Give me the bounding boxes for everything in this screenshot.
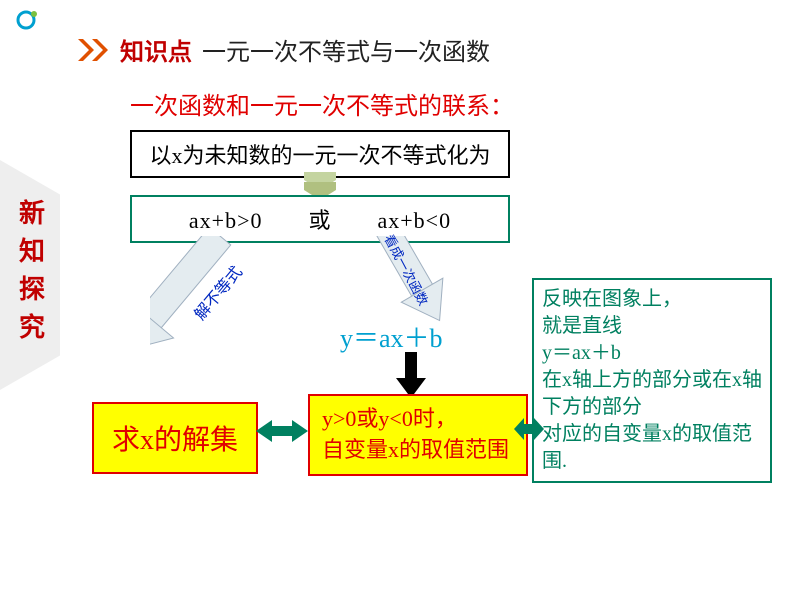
chevron-icon [78,39,114,61]
green-l4: 在x轴上方的部分或在x轴下方的部分 [542,367,762,421]
green-l2: 就是直线 [542,313,762,340]
knowledge-point-title: 一元一次不等式与一次函数 [202,32,490,67]
yellow-box-left: 求x的解集 [92,402,258,474]
box-top: 以x为未知数的一元一次不等式化为 [130,130,510,178]
equation: y＝ax＋b [340,318,443,355]
sidebar-label: 新知探究 [12,199,49,351]
green-l5: 对应的自变量x的取值范围. [542,421,762,475]
sidebar-tab: 新知探究 [0,160,60,390]
yellow-mid-line2: 自变量x的取值范围 [322,435,514,466]
subtitle: 一次函数和一元一次不等式的联系： [130,86,514,121]
arrow-left-down-icon [150,236,290,391]
yellow-mid-line1: y>0或y<0时， [322,404,514,435]
yellow-box-mid: y>0或y<0时， 自变量x的取值范围 [308,394,528,476]
knowledge-point-label: 知识点 [120,32,192,67]
green-box: 反映在图象上， 就是直线 y＝ax＋b 在x轴上方的部分或在x轴下方的部分 对应… [532,278,772,483]
green-l3: y＝ax＋b [542,340,762,367]
double-arrow-left-icon [256,418,308,449]
logo-icon [16,8,40,32]
green-l1: 反映在图象上， [542,286,762,313]
header: 知识点 一元一次不等式与一次函数 [78,32,490,67]
